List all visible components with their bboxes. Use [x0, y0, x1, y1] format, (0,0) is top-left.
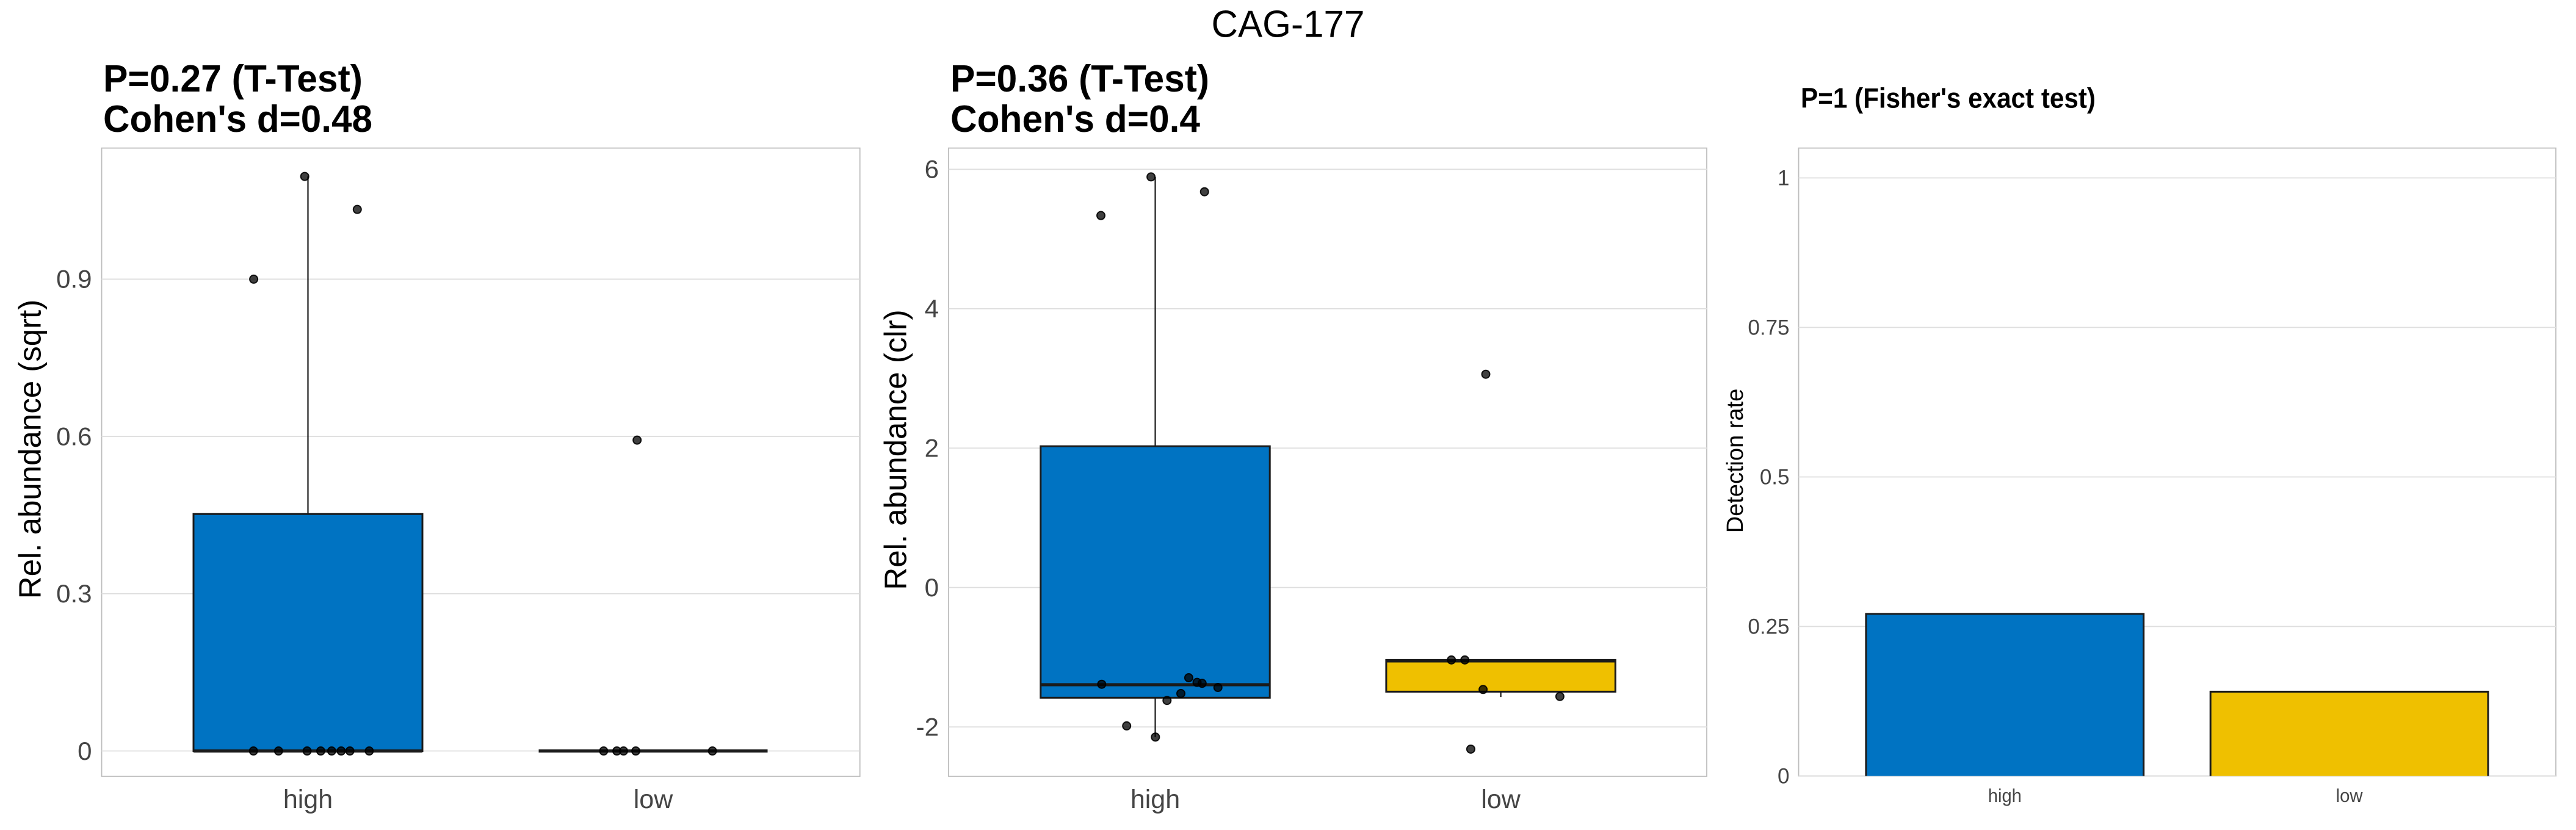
x-label-low: low — [2336, 785, 2364, 806]
jitter-point-low — [1447, 655, 1456, 665]
y-tick-label: 0.5 — [1760, 465, 1790, 489]
panel-detection-rate: 0 0.25 0.5 0.75 1 high low P=1 (Fisher's exact … — [1723, 82, 2556, 806]
bar-border-high — [1865, 613, 2145, 776]
y-tick-label: -2 — [916, 712, 939, 741]
figure-title: CAG-177 — [1212, 3, 1365, 45]
jitter-point-high — [1146, 172, 1156, 182]
panel-title-line2: Cohen's d=0.48 — [103, 98, 372, 140]
jitter-point-high — [1097, 679, 1107, 689]
panel-rel-abundance-clr: -2 0 2 4 6 high low P=0.36 (T-Test)Cohen's d=0.… — [878, 58, 1707, 814]
jitter-point-low — [1555, 691, 1565, 701]
bar-low — [2210, 691, 2488, 776]
y-tick-label: 0.6 — [56, 422, 92, 450]
y-axis-title: Rel. abundance (clr) — [878, 309, 913, 590]
y-axis-title: Detection rate — [1723, 389, 1748, 533]
y-tick-label: 2 — [925, 434, 939, 463]
jitter-point-low — [1481, 369, 1491, 379]
x-label-high: high — [1131, 785, 1180, 814]
jitter-point-low — [632, 435, 642, 445]
y-tick-label: 0 — [925, 573, 939, 602]
jitter-point-high — [364, 746, 374, 756]
y-tick-label: 0.3 — [56, 579, 92, 608]
jitter-point-high — [1096, 211, 1105, 220]
jitter-point-high — [249, 274, 259, 284]
jitter-point-high — [1176, 688, 1185, 698]
y-tick-label: 1 — [1778, 166, 1789, 190]
y-tick-label: 0.75 — [1748, 316, 1789, 339]
jitter-point-low — [1466, 744, 1475, 754]
jitter-point-low — [1478, 685, 1488, 695]
jitter-point-high — [316, 746, 325, 756]
panel-rel-abundance-sqrt: 0 0.3 0.6 0.9 high low P=0.27 (T-Test)Cohen's … — [13, 58, 861, 814]
x-label-low: low — [634, 785, 673, 814]
y-tick-label: 0 — [1778, 764, 1789, 788]
jitter-point-high — [1184, 673, 1193, 683]
panel-title-line2: Cohen's d=0.4 — [950, 98, 1201, 140]
jitter-point-high — [352, 204, 362, 214]
y-tick-label: 6 — [925, 155, 939, 184]
x-label-high: high — [283, 785, 333, 814]
jitter-point-low — [599, 746, 609, 756]
jitter-point-high — [1213, 682, 1223, 692]
panel-title-line1: P=0.27 (T-Test) — [103, 58, 363, 100]
jitter-point-high — [1162, 696, 1172, 706]
jitter-point-high — [300, 171, 309, 181]
jitter-point-high — [327, 746, 336, 756]
panel-border — [101, 147, 861, 777]
panel-title-line1: P=0.36 (T-Test) — [950, 58, 1209, 100]
panel-title-line1: P=1 (Fisher's exact test) — [1801, 82, 2096, 114]
y-tick-label: 4 — [925, 294, 939, 323]
jitter-point-low — [631, 746, 640, 756]
jitter-point-high — [1122, 721, 1132, 731]
y-tick-label: 0.25 — [1748, 615, 1789, 638]
jitter-point-high — [1199, 187, 1209, 197]
y-tick-label: 0.9 — [56, 265, 92, 294]
jitter-point-low — [1460, 655, 1470, 665]
jitter-point-high — [248, 746, 258, 756]
jitter-point-high — [273, 746, 283, 756]
jitter-point-high — [1197, 679, 1207, 688]
y-tick-label: 0 — [78, 737, 92, 765]
box-high — [1040, 445, 1271, 699]
jitter-point-high — [336, 746, 346, 756]
x-label-low: low — [1481, 785, 1521, 814]
jitter-point-high — [302, 746, 312, 756]
jitter-point-low — [619, 746, 628, 756]
box-high — [192, 513, 424, 752]
box-low — [1385, 659, 1616, 693]
bar-high — [1865, 613, 2144, 776]
y-axis-title: Rel. abundance (sqrt) — [13, 300, 48, 599]
jitter-point-low — [707, 746, 717, 756]
bar-border-low — [2209, 690, 2489, 776]
jitter-point-high — [1151, 732, 1160, 742]
x-label-high: high — [1988, 785, 2022, 806]
panel-border — [948, 147, 1707, 777]
jitter-point-high — [345, 746, 355, 756]
